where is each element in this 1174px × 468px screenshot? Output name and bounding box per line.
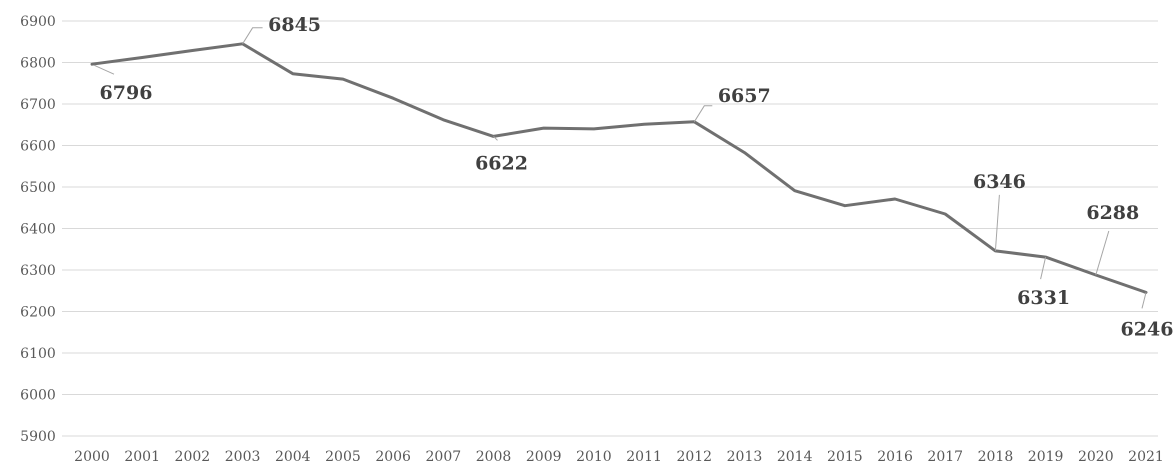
series-line (90, 42, 1148, 294)
series-line-group (90, 42, 1148, 294)
x-tick-label: 2013 (727, 449, 763, 465)
data-label: 6622 (475, 152, 528, 174)
data-label-leader (1141, 292, 1147, 309)
x-tick-label: 2000 (74, 449, 110, 465)
x-axis-ticks: 2000 2001 2002 2003 2004 2005 2006 2007 2008 2009… (74, 449, 1164, 465)
y-tick-label: 6100 (20, 346, 56, 362)
data-label: 6796 (100, 82, 153, 104)
x-tick-label: 2004 (275, 449, 311, 465)
data-label-leader (1040, 256, 1047, 280)
data-label-leader (242, 27, 263, 45)
x-tick-label: 2008 (476, 449, 512, 465)
data-label-leader (693, 105, 713, 123)
x-tick-label: 2009 (526, 449, 562, 465)
x-tick-label: 2007 (426, 449, 462, 465)
data-labels: 6796 6845 6622 6657 6346 6331 6288 6246 (93, 14, 1174, 340)
y-tick-label: 6500 (20, 180, 56, 196)
data-label-leader (994, 194, 1000, 251)
data-label: 6657 (718, 85, 771, 107)
y-tick-label: 6300 (20, 263, 56, 279)
x-tick-label: 2017 (927, 449, 963, 465)
x-tick-label: 2018 (978, 449, 1014, 465)
data-label-leader (1095, 230, 1110, 276)
y-tick-label: 6900 (20, 14, 56, 30)
data-label: 6331 (1017, 287, 1070, 309)
x-tick-label: 2019 (1028, 449, 1064, 465)
gridlines (62, 20, 1158, 437)
x-tick-label: 2001 (124, 449, 160, 465)
data-label: 6288 (1086, 202, 1139, 224)
data-label-leader (93, 64, 115, 75)
y-tick-label: 6600 (20, 139, 56, 155)
y-tick-label: 6200 (20, 305, 56, 321)
y-axis-ticks: 5900 6000 6100 6200 6300 6400 6500 6600 6700 6800… (20, 14, 56, 445)
x-tick-label: 2021 (1128, 449, 1164, 465)
x-tick-label: 2011 (626, 449, 662, 465)
y-tick-label: 6800 (20, 56, 56, 72)
data-label: 6845 (268, 14, 321, 36)
x-tick-label: 2016 (877, 449, 913, 465)
y-tick-label: 5900 (20, 429, 56, 445)
x-tick-label: 2005 (325, 449, 361, 465)
x-tick-label: 2003 (225, 449, 261, 465)
x-tick-label: 2020 (1078, 449, 1114, 465)
x-tick-label: 2006 (375, 449, 411, 465)
data-label: 6346 (973, 171, 1026, 193)
data-label: 6246 (1121, 318, 1174, 340)
y-tick-label: 6400 (20, 222, 56, 238)
y-tick-label: 6000 (20, 388, 56, 404)
data-label-leader (493, 136, 498, 141)
x-tick-label: 2010 (576, 449, 612, 465)
y-tick-label: 6700 (20, 97, 56, 113)
x-tick-label: 2002 (175, 449, 211, 465)
x-tick-label: 2015 (827, 449, 863, 465)
x-tick-label: 2012 (676, 449, 712, 465)
x-tick-label: 2014 (777, 449, 813, 465)
